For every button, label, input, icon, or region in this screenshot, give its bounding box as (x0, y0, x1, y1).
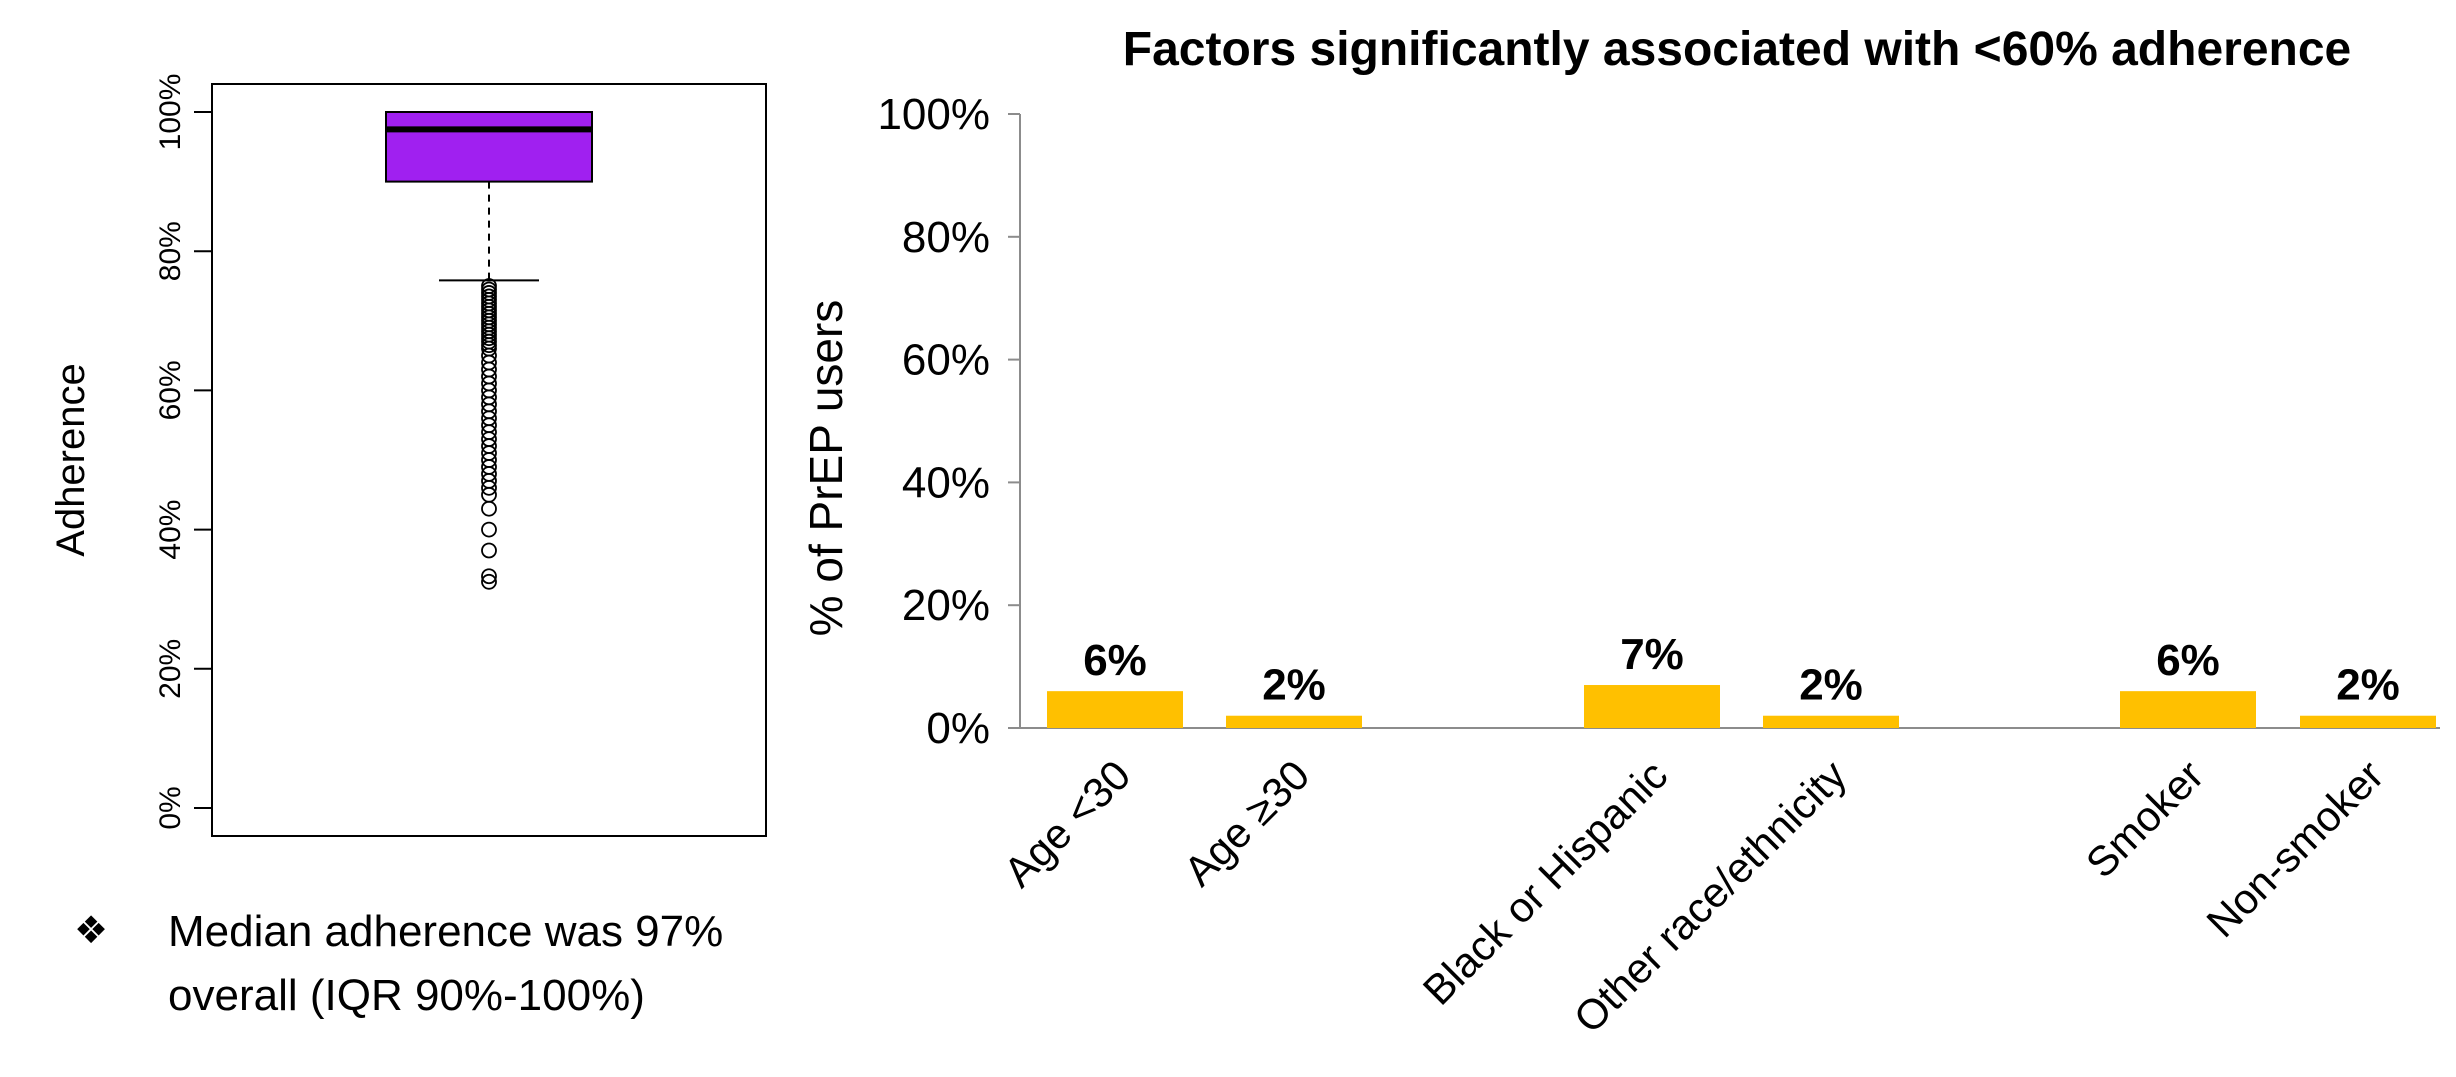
bar-category-label: Smoker (2077, 751, 2213, 887)
boxplot-y-tick-label: 100% (154, 74, 187, 151)
bar-chart-y-tick-label: 40% (902, 458, 990, 507)
bullet-icon: ❖ (74, 908, 109, 952)
bar-chart-y-tick-label: 100% (877, 90, 990, 139)
boxplot-y-tick-label: 0% (154, 786, 187, 829)
bar-value-label: 2% (2336, 661, 2400, 710)
summary-note-line-1: Median adherence was 97% (168, 907, 724, 956)
bar-chart-y-tick-label: 20% (902, 581, 990, 630)
bar (1226, 715, 1362, 728)
bar (1047, 691, 1183, 728)
adherence-boxplot: 0% 20% 40% 60% 80% 100% Adherence (49, 74, 767, 837)
boxplot-outlier-point (481, 479, 497, 496)
bar (1763, 715, 1899, 728)
bar-value-label: 2% (1262, 661, 1326, 710)
bar (2120, 691, 2256, 728)
boxplot-y-label: Adherence (49, 363, 93, 556)
bar (2300, 715, 2436, 728)
bar-value-label: 6% (2156, 636, 2220, 685)
boxplot-y-tick-label: 80% (154, 221, 187, 281)
bar-value-label: 2% (1799, 661, 1863, 710)
boxplot-outlier-point (481, 542, 497, 559)
bar-chart-title: Factors significantly associated with <6… (1123, 23, 2351, 76)
bar-value-label: 7% (1620, 630, 1684, 679)
bar-chart-y-tick-label: 80% (902, 213, 990, 262)
boxplot-outlier-point (481, 568, 497, 585)
boxplot-iqr-box (385, 111, 593, 183)
boxplot-body (385, 111, 593, 282)
boxplot-y-tick-label: 20% (154, 639, 187, 699)
bar-chart-y-tick-label: 60% (902, 336, 990, 385)
bar-category-label: Age ≥30 (1175, 751, 1319, 895)
summary-note: Median adherence was 97% overall (IQR 90… (168, 900, 723, 1028)
boxplot-frame (211, 83, 767, 837)
bar-value-label: 6% (1083, 636, 1147, 685)
summary-note-line-2: overall (IQR 90%-100%) (168, 971, 645, 1020)
bar-chart-y-tick-label: 0% (926, 704, 990, 753)
boxplot-y-axis: 0% 20% 40% 60% 80% 100% (154, 74, 212, 830)
bar-category-label: Age <30 (995, 751, 1140, 896)
boxplot-y-tick-label: 60% (154, 360, 187, 420)
adherence-factors-bar-chart: Factors significantly associated with <6… (800, 23, 2440, 1042)
boxplot-outlier-point (481, 521, 497, 538)
boxplot-outlier-point (481, 573, 497, 590)
bar-chart-y-label: % of PrEP users (800, 300, 852, 637)
bar-category-label: Non-smoker (2197, 751, 2392, 946)
boxplot-outlier-point (481, 500, 497, 517)
boxplot-y-tick-label: 40% (154, 500, 187, 560)
bar (1584, 685, 1720, 728)
bar-chart-bars: 6%Age <302%Age ≥307%Black or Hispanic2%O… (995, 630, 2436, 1042)
boxplot-outliers (481, 278, 497, 590)
